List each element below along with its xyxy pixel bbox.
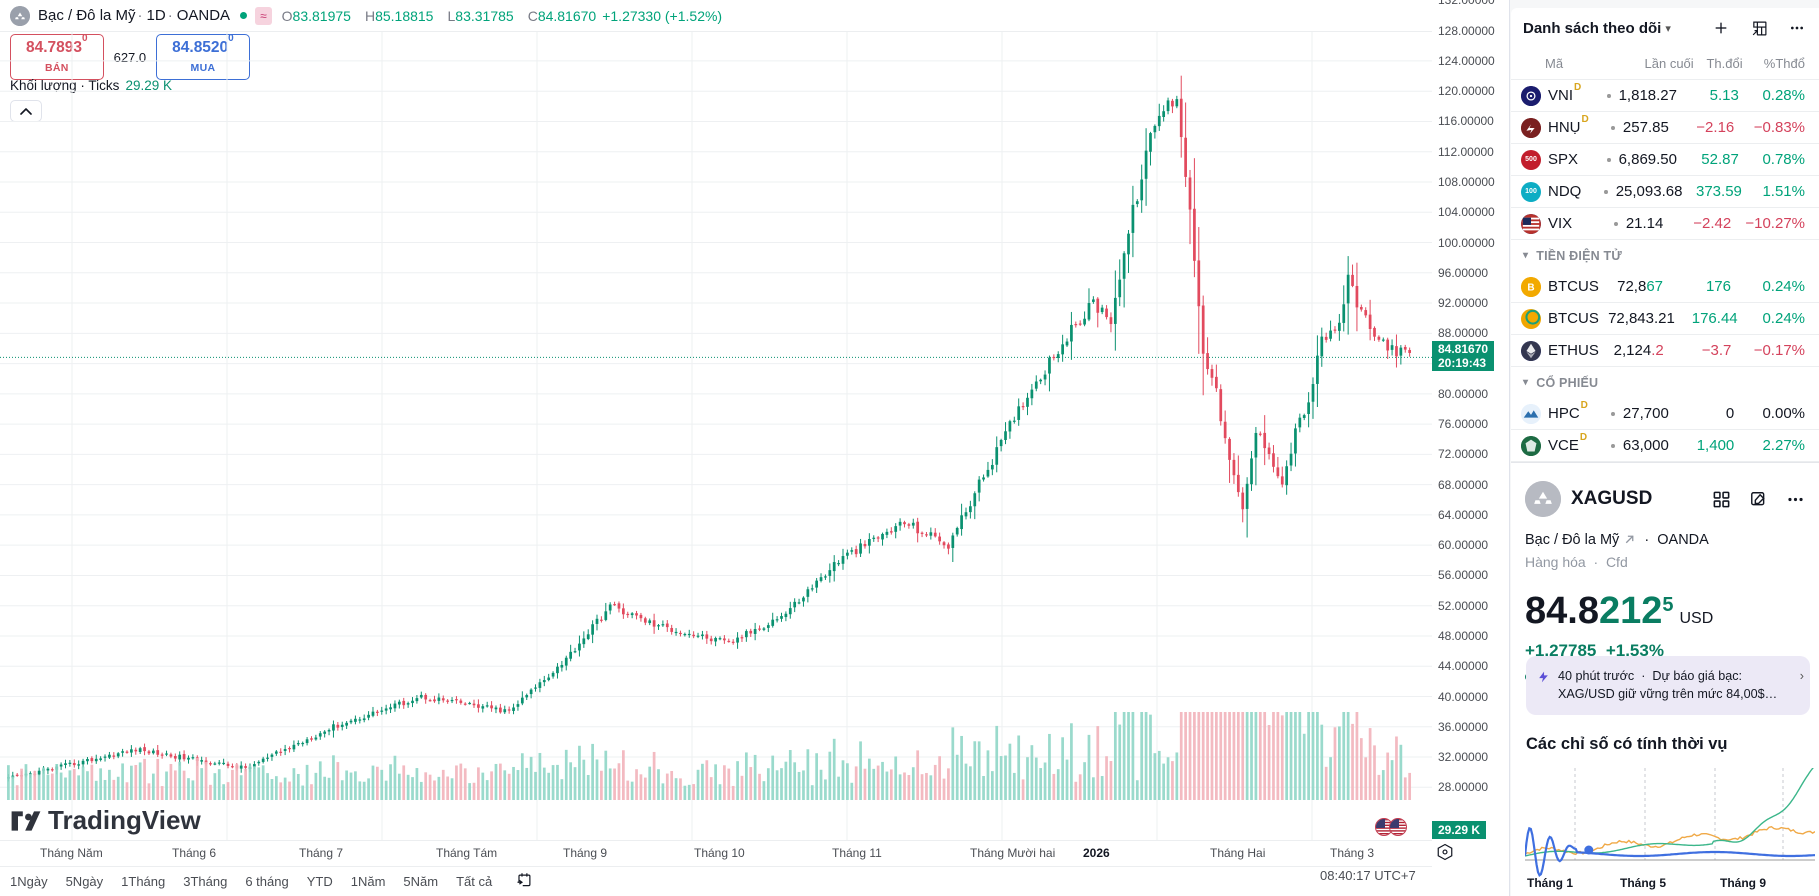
- svg-text:B: B: [1527, 282, 1534, 293]
